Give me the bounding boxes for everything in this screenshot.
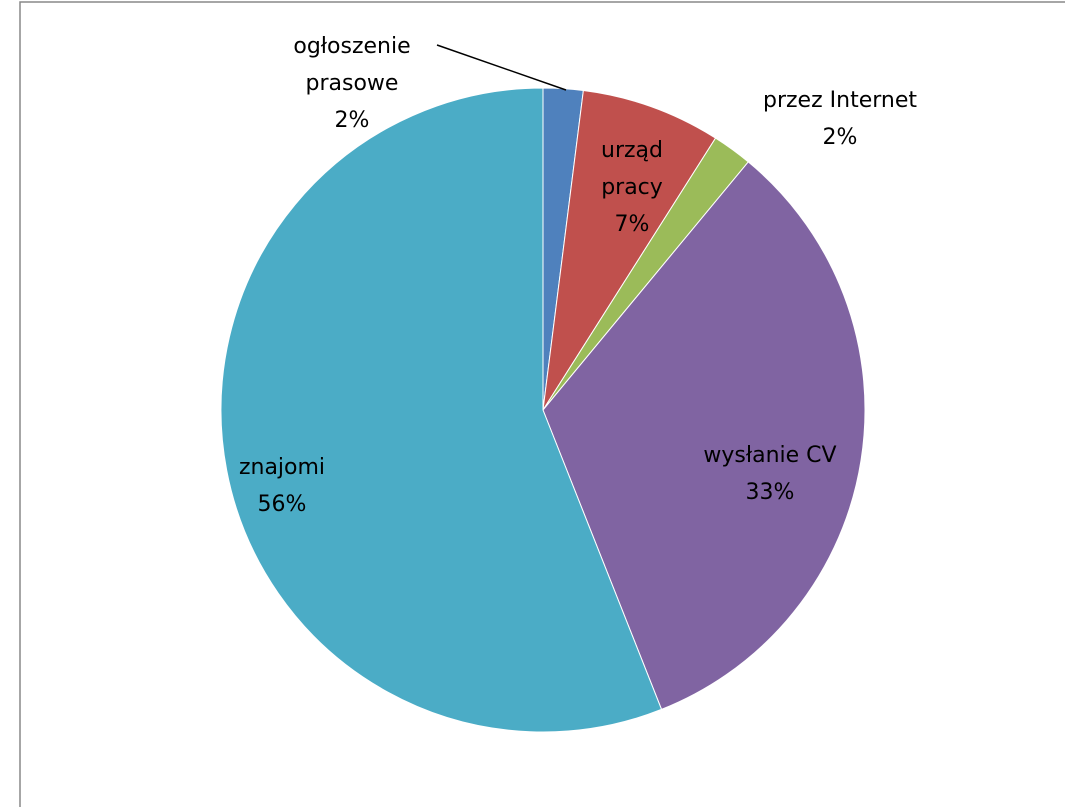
value-label: 33%: [745, 480, 795, 505]
slice-label: przez Internet 2%: [730, 82, 950, 156]
slice-label: wysłanie CV 33%: [660, 437, 880, 511]
value-label: 2%: [334, 108, 370, 133]
value-label: 56%: [257, 492, 307, 517]
chart-frame: [19, 1, 1065, 807]
value-label: 7%: [614, 212, 650, 237]
leader-line: [436, 44, 567, 91]
pie-slice: [542, 161, 866, 711]
pie-slice: [220, 87, 663, 733]
category-name: znajomi: [238, 455, 326, 480]
category-name: urząd pracy: [601, 138, 663, 200]
slice-label: ogłoszenie prasowe 2%: [287, 28, 417, 139]
slice-label: urząd pracy 7%: [592, 132, 672, 243]
category-name: ogłoszenie prasowe: [293, 34, 411, 96]
category-name: przez Internet: [763, 88, 917, 113]
pie-slice: [542, 89, 717, 411]
category-name: wysłanie CV: [703, 443, 837, 468]
slice-label: znajomi 56%: [222, 449, 342, 523]
value-label: 2%: [822, 125, 858, 150]
